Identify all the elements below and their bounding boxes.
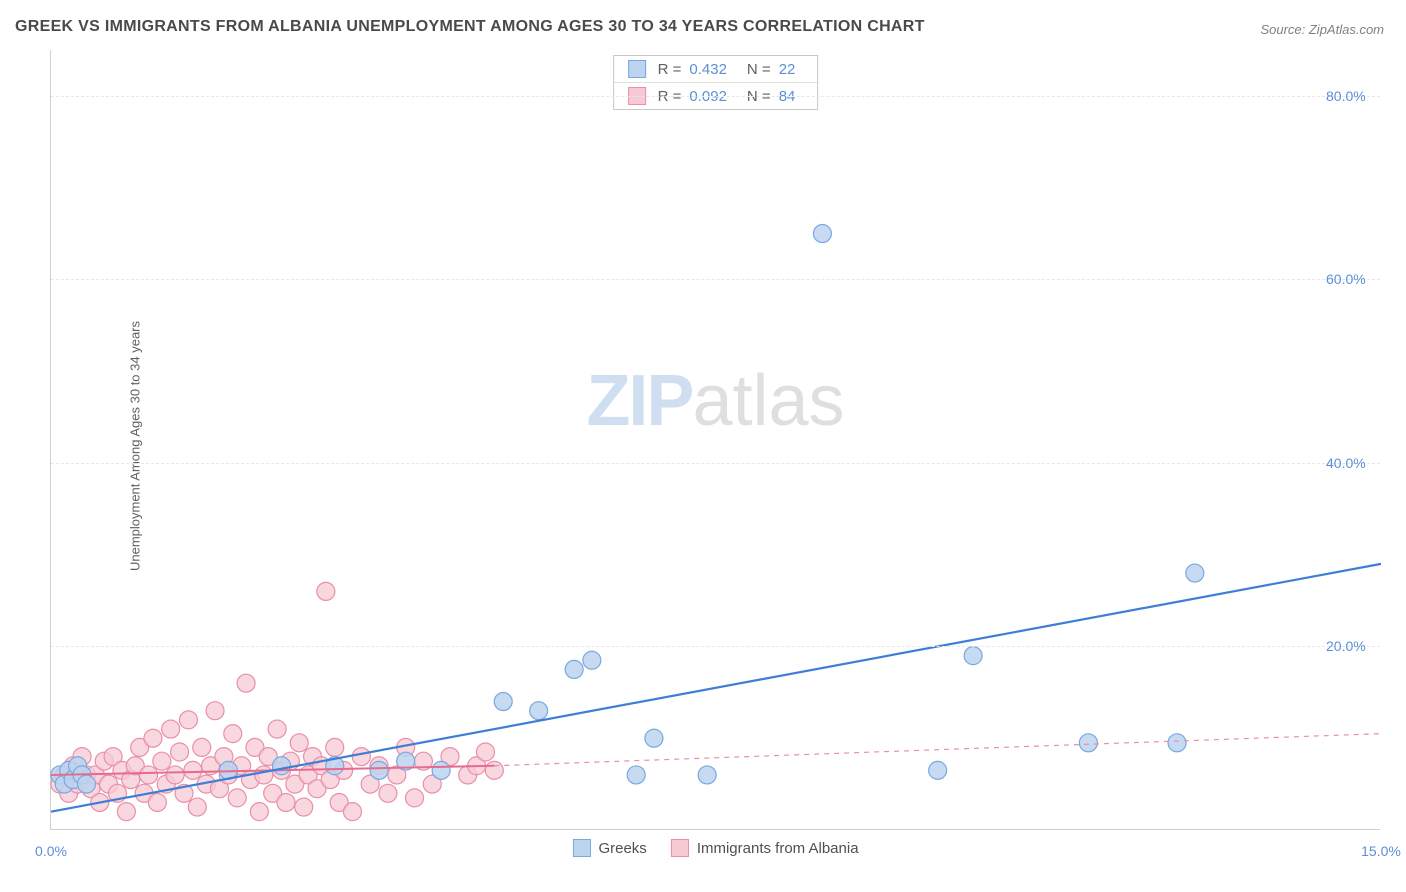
data-point [171, 743, 189, 761]
data-point [645, 729, 663, 747]
legend-series-item: Immigrants from Albania [671, 839, 859, 857]
legend-swatch [628, 60, 646, 78]
data-point [352, 748, 370, 766]
legend-r-value: 0.432 [689, 61, 727, 78]
legend-series-label: Immigrants from Albania [697, 840, 859, 857]
legend-r-label: R = [658, 61, 682, 78]
data-point [813, 225, 831, 243]
gridline [51, 279, 1380, 280]
data-point [295, 798, 313, 816]
data-point [370, 761, 388, 779]
data-point [929, 761, 947, 779]
data-point [162, 720, 180, 738]
data-point [290, 734, 308, 752]
data-point [1079, 734, 1097, 752]
x-tick-label: 0.0% [35, 843, 67, 859]
y-tick-label: 20.0% [1326, 638, 1386, 654]
data-point [166, 766, 184, 784]
data-point [237, 674, 255, 692]
data-point [228, 789, 246, 807]
data-point [964, 647, 982, 665]
data-point [406, 789, 424, 807]
data-point [277, 793, 295, 811]
data-point [379, 784, 397, 802]
data-point [273, 757, 291, 775]
data-point [1168, 734, 1186, 752]
data-point [250, 803, 268, 821]
data-point [530, 702, 548, 720]
data-point [140, 766, 158, 784]
data-point [698, 766, 716, 784]
data-point [565, 660, 583, 678]
chart-title: GREEK VS IMMIGRANTS FROM ALBANIA UNEMPLO… [15, 18, 925, 36]
source-attribution: Source: ZipAtlas.com [1260, 22, 1384, 37]
data-point [627, 766, 645, 784]
data-point [193, 738, 211, 756]
legend-series-label: Greeks [598, 840, 646, 857]
y-tick-label: 40.0% [1326, 455, 1386, 471]
data-point [206, 702, 224, 720]
y-tick-label: 80.0% [1326, 88, 1386, 104]
data-point [77, 775, 95, 793]
data-point [188, 798, 206, 816]
scatter-svg [51, 50, 1380, 829]
data-point [485, 761, 503, 779]
legend-correlation-row: R = 0.432 N = 22 [614, 56, 818, 83]
legend-n-value: 22 [779, 61, 796, 78]
data-point [144, 729, 162, 747]
legend-swatch [572, 839, 590, 857]
data-point [432, 761, 450, 779]
data-point [117, 803, 135, 821]
x-tick-label: 15.0% [1361, 843, 1401, 859]
data-point [1186, 564, 1204, 582]
plot-area: ZIPatlas R = 0.432 N = 22 R = 0.092 N = … [50, 50, 1380, 830]
data-point [317, 582, 335, 600]
data-point [494, 693, 512, 711]
data-point [184, 761, 202, 779]
gridline [51, 646, 1380, 647]
data-point [268, 720, 286, 738]
data-point [326, 738, 344, 756]
data-point [255, 766, 273, 784]
legend-swatch [671, 839, 689, 857]
legend-series: Greeks Immigrants from Albania [572, 839, 858, 857]
legend-series-item: Greeks [572, 839, 646, 857]
data-point [476, 743, 494, 761]
data-point [148, 793, 166, 811]
legend-n-label: N = [747, 61, 771, 78]
data-point [583, 651, 601, 669]
data-point [224, 725, 242, 743]
data-point [153, 752, 171, 770]
gridline [51, 463, 1380, 464]
gridline [51, 96, 1380, 97]
data-point [343, 803, 361, 821]
data-point [179, 711, 197, 729]
legend-correlation: R = 0.432 N = 22 R = 0.092 N = 84 [613, 55, 819, 110]
y-tick-label: 60.0% [1326, 271, 1386, 287]
